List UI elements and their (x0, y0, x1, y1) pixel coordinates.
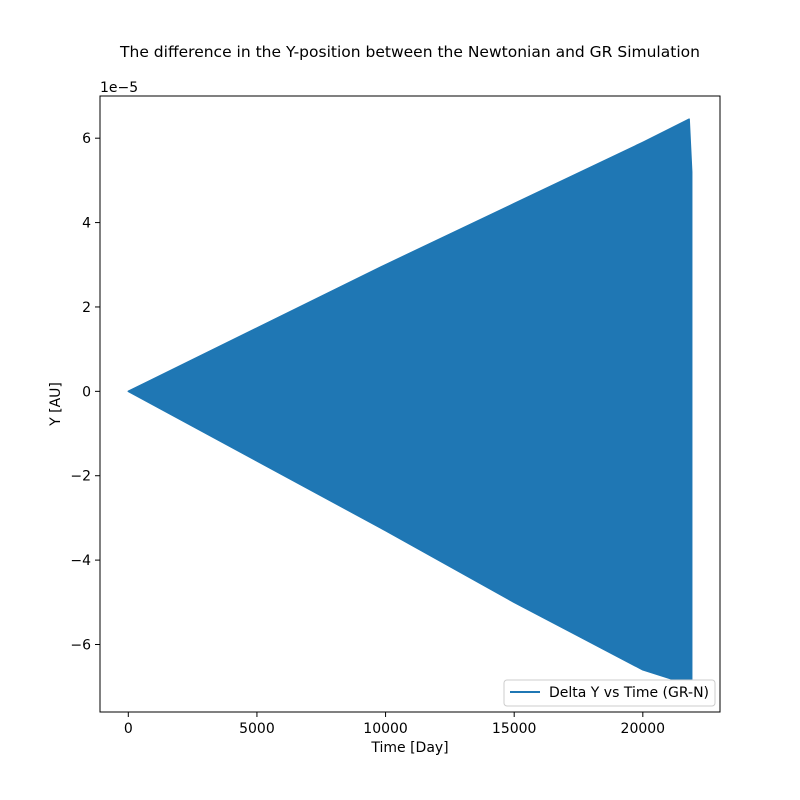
plot-series (127, 118, 693, 686)
y-tick-label: −6 (70, 637, 91, 653)
y-tick-label: −2 (70, 469, 91, 485)
y-tick-label: 6 (82, 131, 91, 147)
legend: Delta Y vs Time (GR-N) (503, 679, 716, 707)
series-line-delta-y (127, 118, 693, 686)
x-tick-label: 5000 (239, 721, 275, 737)
y-tick-label: −4 (70, 553, 91, 569)
y-axis-label: Y [AU] (48, 382, 64, 427)
chart-title: The difference in the Y-position between… (119, 43, 700, 61)
x-tick-label: 15000 (492, 721, 537, 737)
y-tick-label: 0 (82, 384, 91, 400)
y-tick-label: 4 (82, 216, 91, 232)
y-axis: −6 −4 −2 0 2 4 6 (70, 131, 100, 653)
y-offset-label: 1e−5 (100, 80, 138, 96)
x-tick-label: 20000 (621, 721, 666, 737)
x-axis-label: Time [Day] (370, 740, 448, 756)
legend-label: Delta Y vs Time (GR-N) (549, 685, 709, 701)
legend-box (503, 679, 716, 707)
x-tick-label: 10000 (363, 721, 408, 737)
plot-frame (99, 95, 721, 713)
x-tick-label: 0 (124, 721, 133, 737)
y-tick-label: 2 (82, 300, 91, 316)
x-axis: 0 5000 10000 15000 20000 (124, 712, 665, 737)
